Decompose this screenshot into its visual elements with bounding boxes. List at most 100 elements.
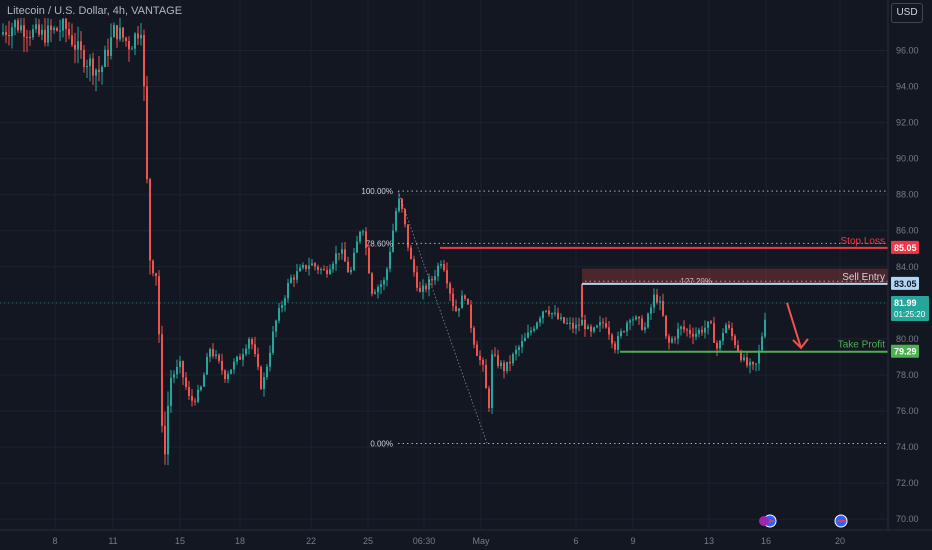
candle-body	[557, 312, 559, 319]
candle-body	[734, 336, 736, 346]
candle-body	[749, 362, 751, 366]
candle-body	[194, 400, 196, 402]
candle-body	[128, 40, 130, 50]
candle-body	[437, 265, 439, 277]
candle-body	[326, 270, 328, 275]
candle-body	[560, 317, 562, 319]
candle-body	[2, 32, 4, 35]
candle-body	[587, 326, 589, 330]
candle-body	[602, 322, 604, 324]
candle-body	[188, 387, 190, 396]
candle-body	[656, 294, 658, 303]
candle-body	[269, 352, 271, 367]
candle-body	[539, 318, 541, 323]
candle-body	[515, 349, 517, 354]
candle-body	[29, 37, 31, 39]
candle-body	[131, 48, 133, 50]
candle-body	[230, 369, 232, 374]
candle-body	[86, 66, 88, 68]
y-tick-label: 92.00	[896, 118, 919, 128]
fib-label: 0.00%	[370, 439, 393, 448]
current-price-tag	[891, 296, 929, 322]
candle-body	[464, 295, 466, 299]
candle-body	[344, 249, 346, 262]
candle-body	[308, 265, 310, 269]
candle-body	[263, 377, 265, 389]
candle-body	[737, 345, 739, 352]
candle-body	[578, 324, 580, 326]
candle-body	[719, 340, 721, 349]
candle-body	[653, 294, 655, 308]
candle-body	[701, 329, 703, 333]
candle-body	[716, 342, 718, 349]
candle-body	[17, 20, 19, 31]
x-tick-label: 8	[52, 536, 57, 546]
candle-body	[524, 337, 526, 342]
candle-body	[59, 30, 61, 32]
candle-body	[674, 338, 676, 340]
time-axis: 8 11 15 18 22 25 06:30 May 6 9 13 16 20	[0, 514, 932, 546]
candle-body	[485, 364, 487, 389]
candle-body	[425, 285, 427, 290]
y-tick-label: 88.00	[896, 190, 919, 200]
fib-label: 78.60%	[366, 239, 393, 248]
candle-body	[689, 329, 691, 334]
candle-body	[236, 356, 238, 362]
candle-body	[62, 18, 64, 31]
candle-body	[203, 374, 205, 387]
candle-body	[461, 295, 463, 309]
candle-body	[641, 318, 643, 330]
candle-body	[77, 41, 79, 50]
candle-body	[287, 283, 289, 299]
candle-body	[215, 354, 217, 356]
candle-body	[44, 29, 46, 43]
candle-body	[251, 339, 253, 345]
candle-body	[89, 58, 91, 67]
candle-body	[323, 269, 325, 271]
countdown-label: 01:25:20	[894, 310, 926, 319]
candle-body	[314, 263, 316, 267]
candle-body	[140, 34, 142, 39]
candle-body	[83, 50, 85, 68]
candle-body	[551, 313, 553, 315]
y-tick-label: 80.00	[896, 334, 919, 344]
candle-body	[356, 241, 358, 253]
candle-body	[113, 25, 115, 38]
candle-body	[527, 332, 529, 338]
candle-body	[293, 277, 295, 280]
candle-body	[173, 374, 175, 378]
level-name-label: Stop Loss	[841, 236, 885, 247]
candle-body	[386, 268, 388, 281]
candle-body	[47, 25, 49, 43]
candle-body	[416, 272, 418, 288]
candle-body	[458, 308, 460, 312]
candle-body	[497, 355, 499, 366]
candle-body	[575, 324, 577, 329]
candle-body	[632, 319, 634, 321]
currency-button[interactable]: USD	[891, 3, 923, 23]
candle-body	[533, 328, 535, 331]
candle-body	[707, 321, 709, 328]
candle-body	[440, 264, 442, 266]
candle-body	[494, 354, 496, 356]
candle-body	[392, 230, 394, 252]
candle-body	[617, 336, 619, 350]
candle-body	[338, 253, 340, 255]
candle-body	[431, 279, 433, 281]
candle-body	[554, 312, 556, 314]
price-tag	[891, 240, 919, 254]
candle-body	[311, 263, 313, 266]
candle-body	[650, 307, 652, 314]
candle-body	[590, 326, 592, 332]
candle-body	[713, 323, 715, 343]
candle-body	[32, 29, 34, 38]
symbol-header[interactable]: Litecoin / U.S. Dollar, 4h, VANTAGE	[4, 4, 186, 18]
projection-arrowhead	[792, 338, 809, 350]
candle-body	[368, 247, 370, 274]
y-tick-label: 96.00	[896, 45, 919, 55]
candle-body	[14, 20, 16, 28]
candle-body	[332, 263, 334, 270]
candle-body	[5, 32, 7, 36]
candle-body	[212, 349, 214, 356]
